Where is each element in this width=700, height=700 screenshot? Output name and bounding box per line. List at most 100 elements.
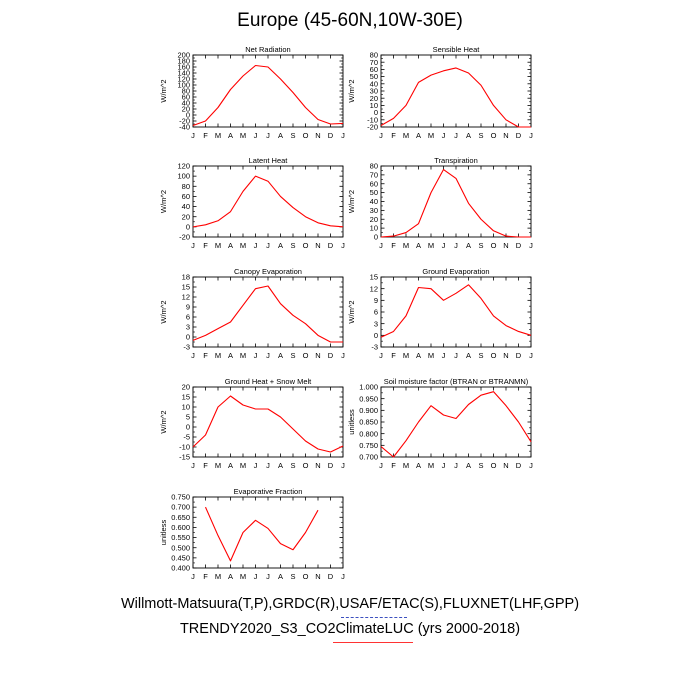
y-tick-label: 10	[182, 403, 190, 412]
x-tick-label: A	[278, 131, 283, 140]
x-tick-label: N	[503, 241, 508, 250]
x-tick-label: F	[203, 572, 208, 581]
series-line	[192, 285, 343, 343]
y-tick-label: 15	[370, 273, 378, 282]
series-line	[380, 284, 532, 338]
x-tick-label: J	[191, 241, 195, 250]
x-tick-label: F	[391, 351, 396, 360]
y-tick-label: -20	[179, 117, 190, 126]
x-tick-label: M	[215, 461, 221, 470]
x-tick-label: D	[328, 351, 334, 360]
y-tick-label: 0.900	[359, 406, 378, 415]
x-tick-label: J	[254, 131, 258, 140]
x-tick-label: J	[191, 461, 195, 470]
series-line	[192, 64, 344, 127]
panel-7: Soil moisture factor (BTRAN or BTRANMN) 0…	[347, 377, 533, 470]
y-tick-label: -10	[367, 115, 378, 124]
x-tick-label: S	[290, 461, 295, 470]
x-tick-label: N	[503, 351, 508, 360]
plot-frame	[192, 496, 344, 569]
x-tick-label: A	[228, 351, 233, 360]
y-tick-label: 12	[370, 284, 378, 293]
x-tick-label: O	[491, 351, 497, 360]
x-tick-label: J	[442, 241, 446, 250]
series-line	[192, 175, 344, 228]
y-tick-label: 0	[186, 423, 190, 432]
x-tick-label: J	[341, 572, 345, 581]
x-tick-label: J	[379, 351, 383, 360]
x-tick-label: S	[478, 241, 483, 250]
x-tick-label: F	[203, 241, 208, 250]
x-tick-label: S	[478, 131, 483, 140]
y-tick-label: 10	[370, 224, 378, 233]
x-tick-label: A	[228, 572, 233, 581]
y-tick-label: 1.000	[359, 383, 378, 392]
y-tick-label: 30	[370, 87, 378, 96]
x-tick-label: M	[240, 351, 246, 360]
y-tick-label: 18	[182, 273, 190, 282]
x-tick-label: A	[228, 461, 233, 470]
y-tick-label: 100	[177, 81, 190, 90]
y-tick-label: 0.700	[171, 503, 190, 512]
x-tick-label: M	[428, 241, 434, 250]
x-tick-label: O	[303, 241, 309, 250]
x-tick-label: J	[254, 461, 258, 470]
y-tick-label: -20	[179, 233, 190, 242]
x-tick-label: A	[416, 131, 421, 140]
x-tick-label: M	[428, 131, 434, 140]
y-tick-label: 70	[370, 58, 378, 67]
y-axis-label: W/m^2	[159, 79, 168, 102]
x-tick-label: J	[379, 461, 383, 470]
y-axis-label: unitless	[347, 409, 356, 435]
y-tick-label: 60	[182, 93, 190, 102]
y-tick-label: 0.600	[171, 523, 190, 532]
y-tick-label: 0.650	[171, 513, 190, 522]
x-tick-label: D	[516, 131, 522, 140]
series-line	[204, 506, 319, 562]
x-tick-label: F	[391, 461, 396, 470]
panel-8: Evaporative Fraction 0.400 0.4500.5000.550…	[159, 487, 345, 581]
y-tick-label: 0	[186, 333, 190, 342]
footer-model-run: TRENDY2020_S3_CO2ClimateLUC (yrs 2000-20…	[179, 621, 521, 637]
x-tick-label: N	[315, 461, 320, 470]
x-tick-label: J	[191, 572, 195, 581]
y-tick-label: 40	[370, 197, 378, 206]
x-tick-label: F	[391, 131, 396, 140]
panel-title: Transpiration	[434, 156, 478, 165]
x-tick-label: S	[290, 351, 295, 360]
plot-frame	[192, 54, 344, 128]
y-tick-label: 15	[182, 283, 190, 292]
series-line	[380, 391, 532, 458]
x-tick-label: F	[203, 131, 208, 140]
plot-frame	[192, 386, 344, 458]
x-tick-label: M	[428, 351, 434, 360]
y-axis-label: unitless	[159, 520, 168, 546]
y-axis-label: W/m^2	[159, 300, 168, 323]
x-tick-label: J	[254, 241, 258, 250]
x-tick-label: J	[529, 131, 533, 140]
x-tick-label: A	[278, 351, 283, 360]
x-tick-label: O	[303, 131, 309, 140]
footer-dashed-underline	[341, 617, 407, 619]
panel-title: Canopy Evaporation	[234, 267, 302, 276]
panel-0: Net Radiation -40-20020406080100120140160…	[159, 45, 345, 140]
panel-title: Ground Heat + Snow Melt	[225, 377, 312, 386]
x-tick-label: M	[240, 461, 246, 470]
x-tick-label: A	[416, 241, 421, 250]
x-tick-label: A	[228, 131, 233, 140]
x-tick-label: S	[290, 131, 295, 140]
y-tick-label: 100	[177, 172, 190, 181]
x-tick-label: J	[191, 351, 195, 360]
y-tick-label: 140	[177, 69, 190, 78]
y-tick-label: 40	[370, 79, 378, 88]
x-tick-label: J	[266, 241, 270, 250]
y-tick-label: 80	[370, 51, 378, 60]
x-tick-label: D	[328, 461, 334, 470]
y-tick-label: 30	[370, 206, 378, 215]
y-tick-label: 9	[186, 303, 190, 312]
x-tick-label: A	[466, 241, 471, 250]
x-tick-label: S	[290, 241, 295, 250]
